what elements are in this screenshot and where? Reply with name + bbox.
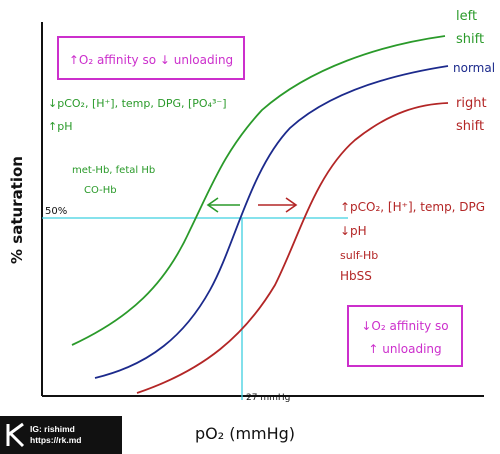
top-affinity-box: [57, 36, 245, 80]
right-shift-arrow: [258, 197, 298, 213]
normal-label: normal: [453, 61, 495, 75]
marker-50-percent: 50%: [45, 206, 67, 217]
left-causes-line-2: ↑pH: [48, 120, 72, 133]
left-shift-label-1: left: [456, 9, 477, 24]
watermark-instagram: IG: rishimd: [30, 424, 75, 434]
marker-27-mmhg: 27 mmHg: [246, 393, 290, 403]
left-shift-label-2: shift: [456, 32, 484, 47]
bottom-affinity-text-2: ↑ unloading: [368, 342, 441, 356]
right-causes-line-1: ↑pCO₂, [H⁺], temp, DPG: [340, 200, 485, 214]
right-causes-line-4: HbSS: [340, 269, 372, 283]
y-axis-label: % saturation: [8, 156, 26, 264]
left-causes-line-3: met-Hb, fetal Hb: [72, 165, 155, 176]
watermark: IG: rishimd https://rk.md: [0, 416, 122, 454]
right-causes-line-2: ↓pH: [340, 224, 367, 238]
watermark-url: https://rk.md: [30, 435, 82, 445]
right-shift-curve: [136, 102, 449, 394]
right-causes-line-3: sulf-Hb: [340, 249, 378, 262]
left-causes-line-1: ↓pCO₂, [H⁺], temp, DPG, [PO₄³⁻]: [48, 97, 227, 110]
right-shift-label-2: shift: [456, 119, 484, 134]
right-shift-label-1: right: [456, 96, 487, 111]
x-axis-label: pO₂ (mmHg): [195, 424, 295, 443]
rk-logo-icon: [0, 416, 30, 454]
left-shift-curve: [71, 35, 446, 346]
normal-curve: [94, 65, 449, 379]
bottom-affinity-text-1: ↓O₂ affinity so: [361, 319, 448, 333]
left-shift-arrow: [206, 197, 240, 213]
top-affinity-text: ↑O₂ affinity so ↓ unloading: [69, 53, 233, 67]
bottom-affinity-box: [347, 305, 463, 367]
left-causes-line-4: CO-Hb: [84, 185, 117, 196]
